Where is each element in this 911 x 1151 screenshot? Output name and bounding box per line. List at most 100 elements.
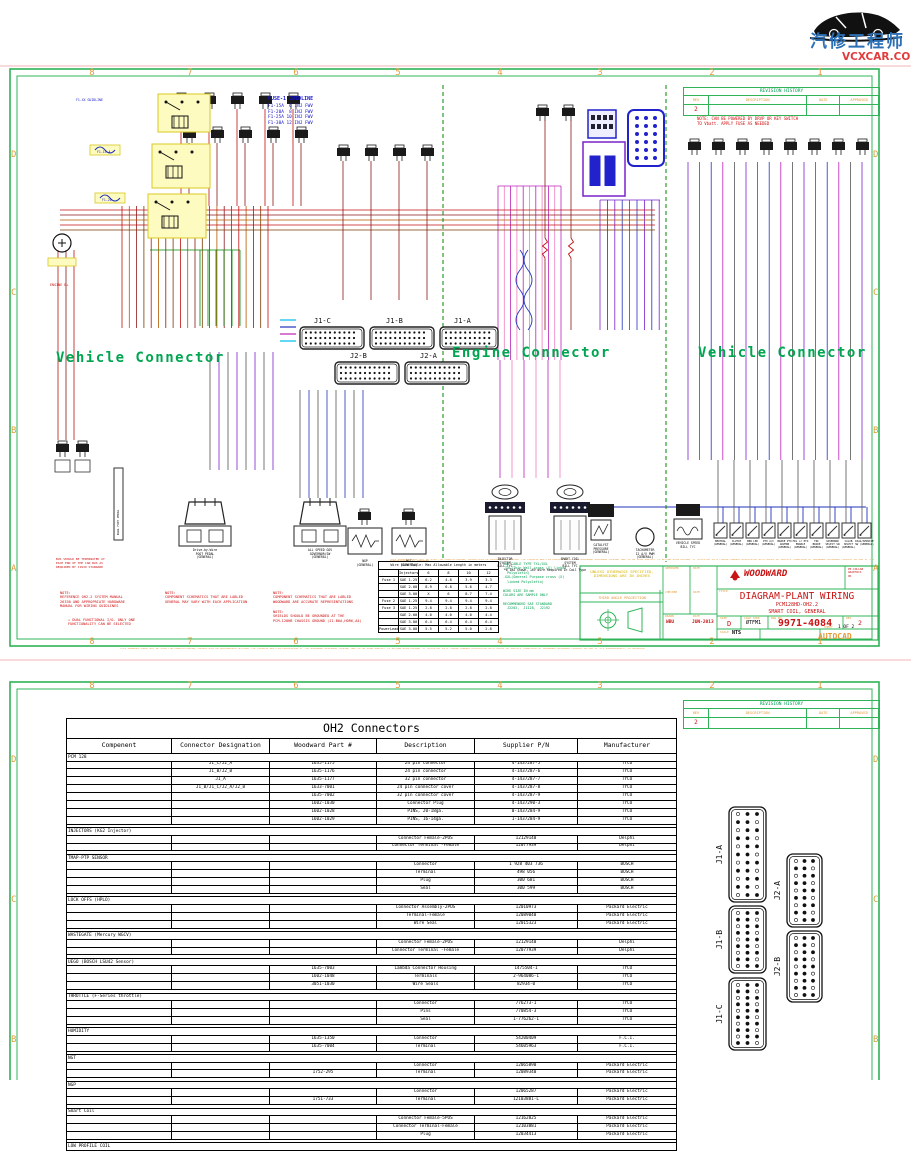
oh2-col-header: Supplier P/N bbox=[474, 738, 578, 754]
oh2-cell: Packard Electric bbox=[577, 1061, 677, 1071]
oh2-cell bbox=[66, 1007, 172, 1017]
oh2-cell bbox=[171, 1069, 270, 1079]
wire-table-cell: SAE 1.25 bbox=[398, 576, 419, 584]
oh2-section-header: HUMIDITY bbox=[66, 1027, 677, 1036]
oh2-cell: 1752-295 bbox=[269, 1069, 377, 1079]
table-row: 1752-295 Terminal 12089340 Packard Electric bbox=[66, 1069, 677, 1079]
can-bus-note: BUS SHOULD BE TERMINATED AT EACH END OF … bbox=[56, 557, 105, 569]
oh2-cell bbox=[171, 885, 270, 894]
oh2-cell: Delphi bbox=[577, 946, 677, 956]
sheet2-border bbox=[9, 681, 880, 1080]
table-row: Connector 776273-1 TYCO bbox=[66, 1000, 677, 1009]
component-label-6: *6 INJ Shown, +6V Wire Required In Coil … bbox=[504, 568, 586, 572]
engine-b-symbol bbox=[52, 233, 72, 253]
oh2-cell: TYCO bbox=[577, 1007, 677, 1017]
oh2-cell: Packard Electric bbox=[577, 1088, 677, 1098]
oh2-cell: 12089040 bbox=[474, 911, 578, 921]
oh2-cell bbox=[171, 946, 270, 956]
oh2-cell: 1635-1177 bbox=[269, 776, 377, 786]
foot-pedal-symbol bbox=[184, 501, 226, 525]
oh2-cell: 1635-7004 bbox=[269, 1042, 377, 1052]
oh2-cell: 1635-1176 bbox=[269, 768, 377, 778]
switch-label-3: PTO A/C (GENERAL) bbox=[761, 540, 776, 547]
oh2-cell bbox=[66, 842, 172, 852]
oh2-col-header: Description bbox=[376, 738, 475, 754]
top-connector bbox=[421, 148, 434, 156]
oh2-cell bbox=[269, 919, 377, 929]
oh2-cell: 1 928 403 736 bbox=[474, 861, 578, 871]
wire-table-cell: Fuse 1 bbox=[378, 576, 399, 584]
wire-table-cell: SAE 2.00 bbox=[398, 611, 419, 619]
oh2-section-header: Smart Coil bbox=[66, 1107, 677, 1117]
top-connector bbox=[712, 142, 725, 150]
tachometer-symbol bbox=[635, 527, 655, 547]
oh2-cell: 300 599 bbox=[474, 885, 578, 894]
oh2-cell: Terminal bbox=[376, 1042, 475, 1052]
oh2-cell: 4-1437287-7 bbox=[474, 776, 578, 786]
drawing-subtitle2: SMART COIL, GENERAL bbox=[768, 608, 826, 615]
component-label-3: NGT (GENERAL) bbox=[400, 559, 418, 567]
oh2-cell: 1635-1175 bbox=[269, 760, 377, 770]
oh2-cell: Terminal bbox=[376, 1096, 475, 1106]
table-row: 1635-7003 Lambda Connector Housing 1475504… bbox=[66, 965, 677, 975]
oh2-cell: Connector Assembly-2POS bbox=[376, 903, 475, 913]
oh2-cell bbox=[269, 911, 377, 921]
sheet1-zone-top-6: 6 bbox=[293, 68, 299, 78]
oh2-cell bbox=[66, 911, 172, 921]
oh2-cell: 776273-1 bbox=[474, 1000, 578, 1009]
table-row: Terminal 498 056 BOSCH bbox=[66, 869, 677, 879]
sheet1-zone-left-D: D bbox=[11, 150, 17, 160]
oh2-section-header: INJECTORS (KG2 Injector) bbox=[66, 827, 677, 836]
component-label-dual-pedal: DUAL FOOT PEDAL bbox=[116, 509, 120, 535]
oh2-cell bbox=[66, 973, 172, 983]
oh2-cell bbox=[171, 1000, 270, 1009]
top-connector bbox=[365, 148, 378, 156]
oh2-cell: TYCO bbox=[577, 981, 677, 991]
oh2-cell: F.C.I. bbox=[577, 1034, 677, 1044]
top-connector bbox=[760, 142, 773, 150]
oh2-cell: 4-1437287-5 bbox=[474, 760, 578, 770]
table-row: Connector Female-5POS 12162825 Packard Ele… bbox=[66, 1115, 677, 1124]
oh2-cell: Delphi bbox=[577, 834, 677, 844]
oh2-cell bbox=[66, 1069, 172, 1079]
oh2-cell: 1-776262-1 bbox=[474, 1015, 578, 1025]
oh2-cell: 12077939 bbox=[474, 946, 578, 956]
section-label-vehicle-right: Vehicle Connector bbox=[698, 345, 867, 361]
wire-table-cell: 8.7 bbox=[458, 590, 479, 598]
oh2-cell bbox=[171, 792, 270, 801]
fuse-guide-line-1: F1-20A 8 INJ FWV bbox=[268, 109, 313, 115]
oh2-cell bbox=[269, 1115, 377, 1124]
wire-table-cell: 4.0 bbox=[438, 611, 459, 619]
oh2-cell bbox=[66, 919, 172, 929]
j1c-label: J1-C bbox=[314, 317, 331, 325]
oh2-cell bbox=[66, 776, 172, 786]
wire-table-cell: 6.4 bbox=[418, 618, 439, 626]
top-connector bbox=[688, 142, 701, 150]
fuse-label-2: F1-20 bbox=[102, 198, 112, 202]
oh2-cell bbox=[66, 834, 172, 844]
oh2-cell bbox=[171, 807, 270, 817]
relay-module bbox=[582, 141, 626, 197]
sheet2-zone-left-C: C bbox=[11, 895, 17, 905]
oh2-cell: 32 pin connector cover bbox=[376, 792, 475, 801]
wire-table-cell: PowerLead bbox=[378, 625, 399, 633]
sheet2-revision-history-rev-cell bbox=[840, 718, 879, 728]
vehicle-speed-connector bbox=[676, 504, 700, 516]
wiring-diagram-page: J1-A J1-B J1-C J2-A J2-B 汽修工程师 VCXCAR.COM NO… bbox=[0, 12, 911, 1151]
oh2-cell: J1_B/J2_B bbox=[171, 768, 270, 778]
oh2-cell: 12010973 bbox=[474, 903, 578, 913]
oh2-cell bbox=[171, 938, 270, 948]
sheet-label: SHEET bbox=[824, 625, 833, 629]
wire-table-cell: 9.4 bbox=[458, 597, 479, 605]
top-connector bbox=[259, 96, 272, 104]
sheet1-zone-top-5: 5 bbox=[395, 68, 401, 78]
oh2-cell bbox=[171, 1115, 270, 1124]
oh2-cell: TYCO bbox=[577, 815, 677, 825]
power-note: NOTE: CAN BE POWERED BY DRVP OR KEY SWIT… bbox=[697, 116, 799, 126]
wire-table-cell: 5.6 bbox=[458, 583, 479, 591]
approval-date-label: DATE bbox=[693, 614, 700, 618]
table-row: J1_B/J1_C/J2_A/J2_B 1633-7001 24 pin conne… bbox=[66, 784, 677, 794]
wire-table-cell: 6.4 bbox=[478, 618, 499, 626]
fuse-label-1: F1-15 A bbox=[97, 150, 111, 154]
oh2-cell: 1633-7001 bbox=[269, 784, 377, 794]
